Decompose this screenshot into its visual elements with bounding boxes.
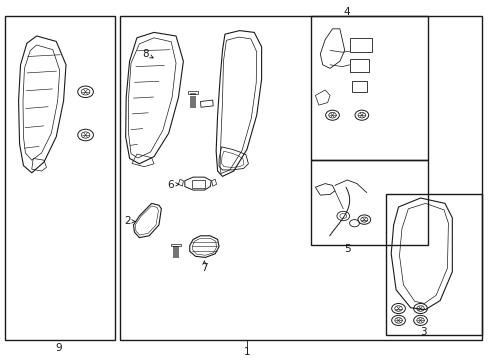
- Text: 3: 3: [419, 327, 426, 337]
- Bar: [192, 180, 205, 188]
- Bar: [173, 255, 179, 258]
- Bar: [173, 249, 179, 252]
- Bar: [190, 96, 196, 99]
- Bar: [188, 91, 198, 94]
- Bar: [310, 16, 427, 160]
- Bar: [351, 81, 366, 92]
- Text: 9: 9: [55, 343, 62, 354]
- Text: 4: 4: [343, 6, 350, 17]
- Text: 7: 7: [201, 263, 207, 273]
- Bar: [120, 16, 481, 340]
- Bar: [173, 252, 179, 255]
- Bar: [310, 160, 427, 245]
- Bar: [349, 59, 368, 72]
- Text: 8: 8: [142, 49, 149, 59]
- Bar: [190, 93, 196, 95]
- Bar: [190, 99, 196, 102]
- Bar: [190, 105, 196, 108]
- Bar: [190, 102, 196, 105]
- Text: 2: 2: [123, 216, 130, 226]
- Bar: [386, 194, 481, 335]
- Bar: [5, 16, 115, 340]
- Bar: [349, 38, 371, 52]
- Text: 6: 6: [166, 180, 173, 190]
- Bar: [171, 244, 181, 246]
- Text: 1: 1: [243, 347, 250, 357]
- Text: 5: 5: [343, 244, 350, 254]
- Bar: [173, 246, 179, 249]
